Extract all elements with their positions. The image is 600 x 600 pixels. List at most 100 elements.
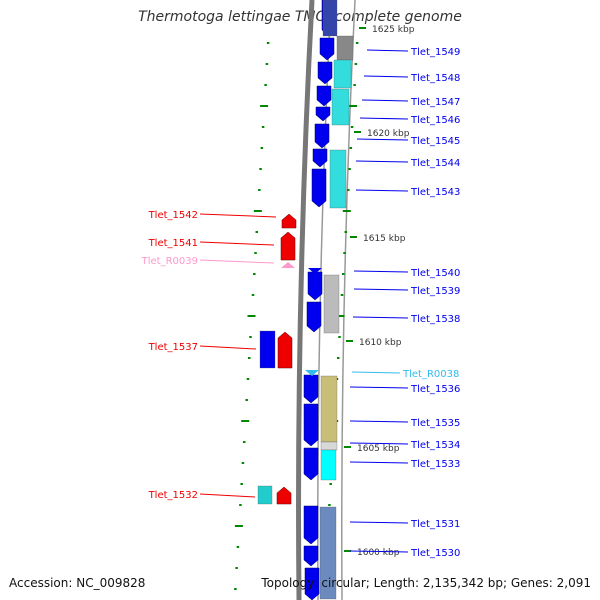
- gene-label: Tlet_1544: [410, 158, 460, 169]
- label-leader-line: [355, 160, 409, 163]
- kbp-label: 1605 kbp: [357, 444, 400, 454]
- tick-mark: [265, 63, 269, 65]
- tick-mark: [342, 273, 345, 275]
- gene-label: Tlet_1533: [410, 459, 460, 470]
- tick-mark: [245, 399, 248, 401]
- tick-mark: [343, 252, 346, 254]
- tick-mark: [340, 294, 344, 296]
- label-leader-line: [363, 75, 409, 78]
- reverse-gene-arrow: [281, 213, 297, 229]
- tick-mark: [253, 210, 262, 212]
- cog-block: [320, 375, 338, 443]
- label-leader-line: [355, 189, 409, 192]
- forward-gene-arrow: [315, 106, 331, 122]
- tick-mark: [254, 252, 257, 254]
- tick-mark: [338, 336, 341, 338]
- forward-gene-arrow: [314, 123, 330, 149]
- label-leader-line: [366, 49, 409, 52]
- kbp-label: 1600 kbp: [357, 548, 400, 558]
- kbp-label: 1625 kbp: [372, 25, 415, 35]
- label-leader-line: [361, 99, 409, 102]
- tick-mark: [260, 147, 264, 149]
- gene-label: Tlet_1542: [148, 210, 198, 221]
- forward-gene-arrow: [317, 61, 333, 85]
- forward-gene-arrow: [303, 447, 319, 481]
- kbp-tick: [346, 340, 353, 342]
- accession-text: Accession: NC_009828: [9, 576, 146, 590]
- kbp-label: 1620 kbp: [367, 129, 410, 139]
- cog-block: [259, 330, 276, 369]
- tick-mark: [336, 315, 345, 317]
- genome-title: Thermotoga lettingae TMO, complete genom…: [138, 9, 462, 25]
- gene-label: Tlet_1540: [410, 268, 460, 279]
- gene-label: Tlet_1537: [148, 342, 198, 353]
- tick-mark: [240, 483, 243, 485]
- gene-label: Tlet_1545: [410, 136, 460, 147]
- tick-mark: [247, 357, 251, 359]
- rna-marker: [305, 370, 319, 376]
- tick-mark: [239, 504, 242, 506]
- kbp-label: 1610 kbp: [359, 338, 402, 348]
- tick-mark: [241, 420, 250, 422]
- gene-label: Tlet_1539: [410, 286, 460, 297]
- kbp-tick: [359, 27, 366, 29]
- label-leader-line: [351, 371, 401, 374]
- tick-mark: [329, 483, 332, 485]
- cog-block: [333, 59, 352, 89]
- forward-gene-arrow: [316, 85, 332, 107]
- label-leader-line: [349, 461, 409, 464]
- tick-mark: [234, 588, 237, 590]
- gene-labels: Tlet_1549 Tlet_1548 Tlet_1547 Tlet_1546 Tlet…: [141, 47, 461, 559]
- tick-mark: [241, 462, 245, 464]
- gene-label: Tlet_1531: [410, 519, 460, 530]
- forward-gene-arrow: [319, 37, 335, 61]
- cog-block: [319, 506, 337, 600]
- rna-marker: [308, 268, 322, 274]
- tick-mark: [266, 42, 270, 44]
- label-leader-line: [199, 241, 275, 246]
- cog-block: [320, 441, 338, 451]
- gene-label: Tlet_1538: [410, 314, 460, 325]
- tick-mark: [236, 546, 240, 548]
- cog-block: [320, 449, 337, 481]
- gene-label: Tlet_1535: [410, 418, 460, 429]
- tick-mark: [336, 357, 340, 359]
- label-leader-line: [349, 521, 409, 524]
- gene-label: Tlet_R0039: [141, 256, 198, 267]
- tick-mark: [249, 336, 252, 338]
- gene-label: Tlet_1543: [410, 187, 460, 198]
- label-leader-line: [353, 288, 409, 291]
- tick-mark: [235, 567, 238, 569]
- tick-mark: [349, 147, 353, 149]
- tick-mark: [353, 84, 356, 86]
- tick-mark: [242, 441, 246, 443]
- forward-gene-arrow: [303, 505, 319, 545]
- kbp-label: 1615 kbp: [363, 234, 406, 244]
- tick-mark: [246, 378, 250, 380]
- label-leader-line: [199, 345, 257, 350]
- forward-gene-arrow: [303, 374, 319, 404]
- label-leader-line: [349, 386, 409, 389]
- cog-block: [329, 149, 347, 209]
- backbone-arc: [296, 0, 315, 600]
- forward-gene-arrow: [311, 168, 327, 208]
- tick-mark: [255, 231, 259, 233]
- tick-mark: [259, 168, 262, 170]
- tick-mark: [264, 84, 267, 86]
- gene-label: Tlet_1532: [148, 490, 198, 501]
- tick-mark: [349, 105, 358, 107]
- forward-gene-arrow: [303, 545, 319, 567]
- reverse-gene-arrow: [280, 231, 296, 261]
- tick-mark: [350, 126, 354, 128]
- gene-label: Tlet_1541: [148, 238, 198, 249]
- forward-gene-arrow: [307, 271, 323, 301]
- label-leader-line: [359, 117, 409, 120]
- gene-label: Tlet_1548: [410, 73, 460, 84]
- tick-mark: [247, 315, 256, 317]
- kbp-tick: [354, 131, 361, 133]
- kbp-tick: [344, 550, 351, 552]
- tick-mark: [328, 504, 331, 506]
- tick-mark: [342, 210, 351, 212]
- forward-gene-arrow: [312, 148, 328, 168]
